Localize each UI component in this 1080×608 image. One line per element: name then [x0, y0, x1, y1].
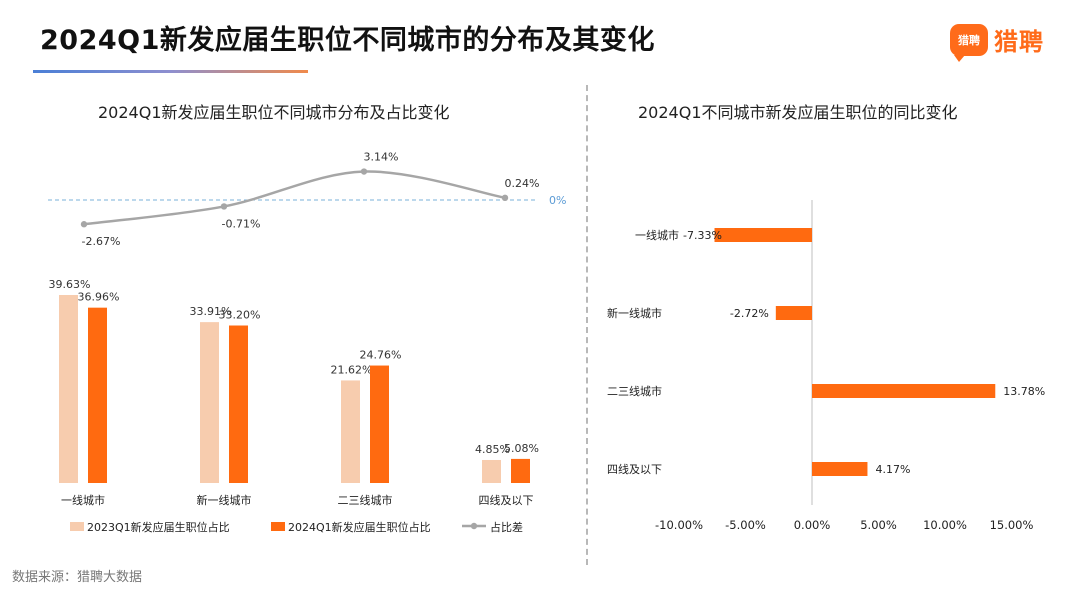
- legend-swatch-2024: [271, 522, 285, 531]
- bar-label-1-2: 24.76%: [360, 349, 402, 362]
- hbar-label-1: -2.72%: [730, 307, 769, 320]
- diff-label-3: 0.24%: [505, 177, 540, 190]
- category-label-2: 二三线城市: [338, 493, 393, 507]
- x-tick-label-1: -5.00%: [725, 518, 766, 532]
- panel-divider: [586, 85, 588, 565]
- legend-label-2023: 2023Q1新发应届生职位占比: [87, 520, 230, 534]
- hbar-label-0: -7.33%: [683, 229, 722, 242]
- diff-label-1: -0.71%: [222, 217, 261, 230]
- legend-label-2024: 2024Q1新发应届生职位占比: [288, 520, 431, 534]
- bar-2024-3: [511, 458, 530, 483]
- logo-badge-icon: 猎聘: [950, 23, 988, 62]
- hbar-category-1: 新一线城市: [607, 306, 662, 320]
- category-label-0: 一线城市: [61, 493, 105, 507]
- diff-point-0: [80, 221, 88, 228]
- x-tick-label-4: 10.00%: [923, 518, 967, 532]
- category-label-1: 新一线城市: [197, 493, 252, 507]
- x-tick-label-5: 15.00%: [990, 518, 1034, 532]
- diff-label-0: -2.67%: [82, 235, 121, 248]
- x-tick-label-2: 0.00%: [794, 518, 831, 532]
- x-tick-label-3: 5.00%: [860, 518, 897, 532]
- bar-label-0-0: 39.63%: [49, 278, 91, 291]
- hbar-label-3: 4.17%: [875, 463, 910, 476]
- bar-2023-1: [200, 322, 219, 483]
- legend-swatch-2023: [70, 522, 84, 531]
- page-title: 2024Q1新发应届生职位不同城市的分布及其变化: [40, 25, 655, 56]
- diff-label-2: 3.14%: [364, 151, 399, 164]
- right-chart: 一线城市 -7.33% 新一线城市 -2.72% 二三线城市 13.78% 四线及以下 4.1…: [607, 200, 1045, 532]
- zero-reference-label: 0%: [549, 194, 566, 207]
- bar-2023-2: [341, 380, 360, 483]
- hbar-0: [714, 228, 812, 242]
- hbar-2: [812, 384, 996, 398]
- hbar-label-2: 13.78%: [1003, 385, 1045, 398]
- category-label-3: 四线及以下: [479, 493, 534, 507]
- bar-label-1-1: 33.20%: [219, 309, 261, 322]
- right-chart-title: 2024Q1不同城市新发应届生职位的同比变化: [638, 103, 958, 122]
- bar-2023-0: [59, 295, 78, 483]
- hbar-category-3: 四线及以下: [607, 462, 662, 476]
- bar-2024-2: [370, 365, 389, 483]
- logo-text: 猎聘: [994, 28, 1044, 56]
- bar-label-1-3: 5.08%: [504, 442, 539, 455]
- legend-label-diff: 占比差: [490, 520, 523, 534]
- bar-2024-1: [229, 325, 248, 483]
- hbar-category-2: 二三线城市: [607, 384, 662, 398]
- bar-2024-0: [88, 307, 107, 483]
- bar-label-0-3: 4.85%: [475, 443, 510, 456]
- bar-label-1-0: 36.96%: [78, 291, 120, 304]
- data-source: 数据来源：猎聘大数据: [12, 570, 143, 585]
- bar-label-0-1: 33.91%: [190, 305, 232, 318]
- liepin-logo: 猎聘 猎聘: [950, 22, 1044, 62]
- title-underline: [33, 70, 308, 73]
- left-chart: 39.63%36.96%一线城市33.91%33.20%新一线城市21.62%2…: [48, 151, 566, 534]
- hbar-3: [812, 462, 868, 476]
- diff-line: [83, 170, 506, 226]
- diff-point-2: [360, 168, 368, 175]
- bar-label-0-2: 21.62%: [331, 363, 373, 376]
- logo-badge-text: 猎聘: [958, 33, 980, 47]
- diff-point-3: [501, 194, 509, 202]
- left-chart-title: 2024Q1新发应届生职位不同城市分布及占比变化: [98, 103, 450, 122]
- hbar-category-0: 一线城市: [635, 228, 679, 242]
- x-tick-label-0: -10.00%: [655, 518, 703, 532]
- legend-marker-diff: [470, 522, 478, 530]
- bar-2023-3: [482, 459, 501, 483]
- hbar-1: [775, 306, 812, 320]
- diff-point-1: [220, 203, 228, 210]
